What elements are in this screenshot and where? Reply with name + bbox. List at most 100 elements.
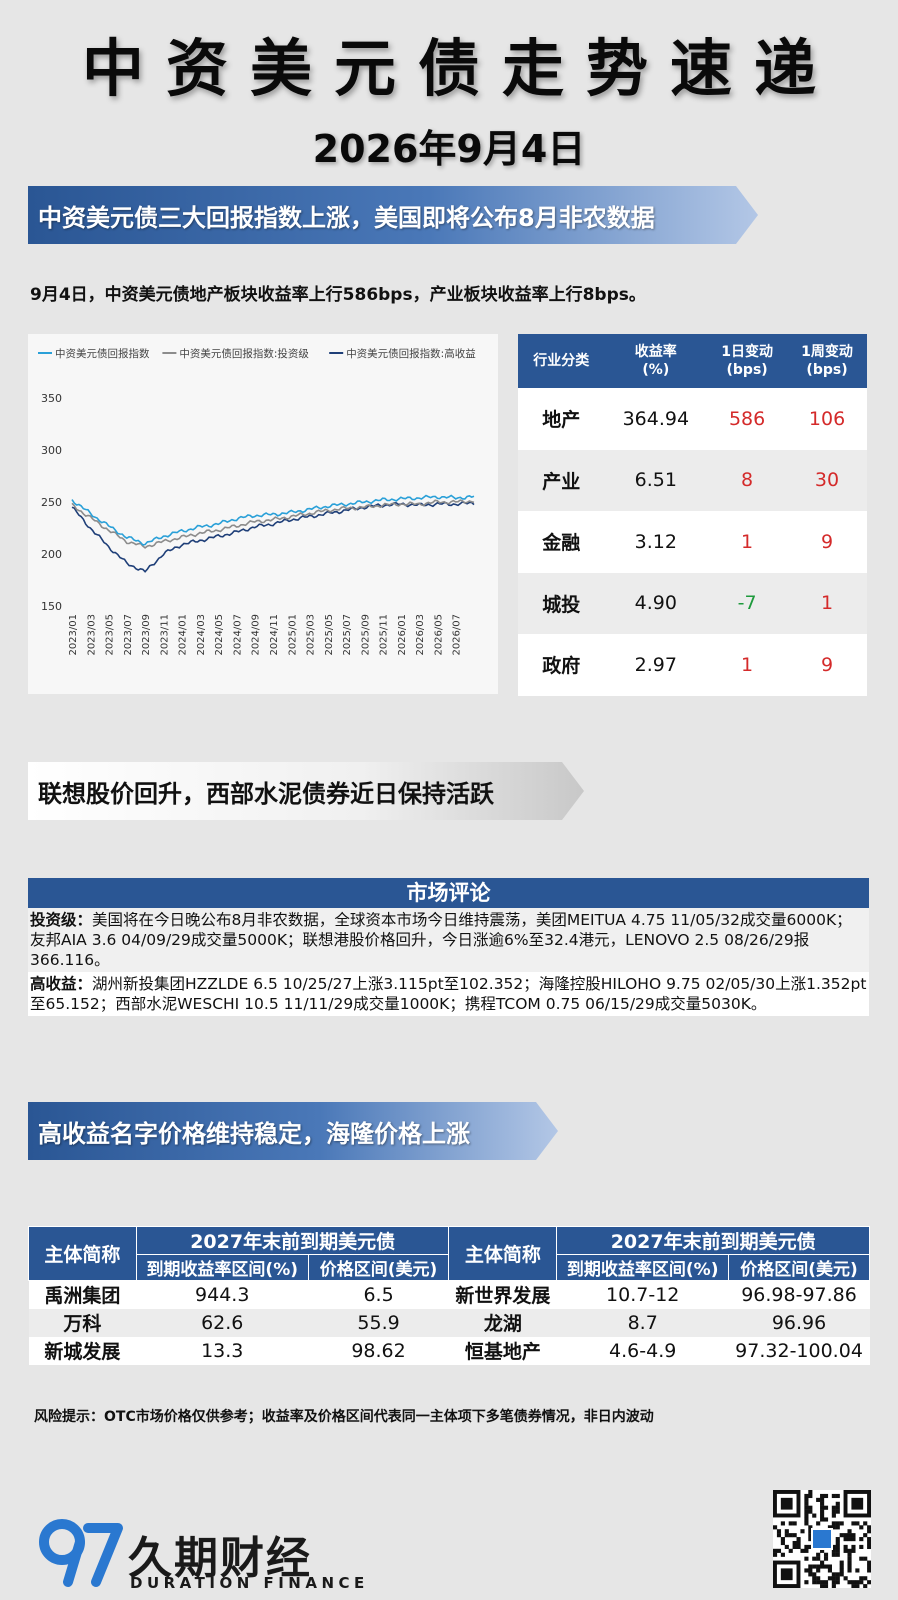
- x-tick-label: 2025/07: [342, 614, 353, 656]
- y-tick-label: 150: [41, 600, 62, 613]
- qr-module: [820, 1548, 825, 1553]
- qr-module: [816, 1521, 821, 1526]
- industry-row: 地产 364.94 586 106: [518, 388, 867, 450]
- qr-module: [859, 1525, 864, 1530]
- qr-module: [808, 1564, 813, 1569]
- industry-1w-change: 9: [787, 634, 867, 696]
- hy-row: 万科 62.6 55.9 龙湖 8.7 96.96: [28, 1308, 870, 1337]
- y-tick-label: 350: [41, 392, 62, 405]
- qr-module: [851, 1544, 856, 1549]
- qr-module: [867, 1544, 871, 1549]
- qr-module: [816, 1568, 821, 1573]
- qr-module: [831, 1584, 836, 1588]
- left-price: 6.5: [308, 1280, 449, 1309]
- qr-module: [788, 1548, 793, 1553]
- x-tick-label: 2025/03: [306, 614, 317, 656]
- qr-module: [823, 1584, 829, 1588]
- x-tick-label: 2023/07: [123, 614, 134, 656]
- qr-module: [847, 1560, 852, 1565]
- qr-module: [820, 1564, 825, 1569]
- market-commentary: 市场评论 投资级：美国将在今日晚公布8月非农数据，全球资本市场今日维持震荡，美团…: [28, 878, 869, 1016]
- qr-module: [808, 1533, 813, 1538]
- industry-category: 地产: [518, 388, 605, 450]
- qr-module: [820, 1509, 825, 1514]
- header-line: 收益率: [634, 344, 677, 360]
- hy-row: 禹洲集团 944.3 6.5 新世界发展 10.7-12 96.98-97.86: [28, 1280, 870, 1309]
- left-entity-name: 新城发展: [28, 1336, 137, 1365]
- industry-category: 城投: [518, 572, 605, 634]
- qr-module: [835, 1501, 840, 1506]
- qr-module: [835, 1493, 840, 1499]
- industry-table-header: 行业分类 收益率 (%) 1日变动 (bps) 1周变动 (bps): [518, 334, 867, 388]
- qr-module: [804, 1493, 809, 1499]
- left-group-header: 2027年末前到期美元债: [135, 1226, 450, 1255]
- qr-module: [831, 1544, 836, 1549]
- qr-module: [867, 1564, 871, 1569]
- right-ytm: 4.6-4.9: [556, 1336, 729, 1365]
- qr-module: [863, 1584, 868, 1588]
- qr-module: [855, 1580, 860, 1585]
- qr-module: [823, 1505, 829, 1510]
- qr-module: [823, 1493, 829, 1499]
- x-tick-label: 2026/03: [415, 614, 426, 656]
- y-tick-label: 200: [41, 548, 62, 561]
- qr-module: [776, 1533, 782, 1538]
- qr-module: [804, 1556, 809, 1561]
- qr-module: [808, 1568, 813, 1573]
- qr-module: [859, 1537, 864, 1542]
- qr-module: [863, 1576, 868, 1581]
- qr-module: [784, 1529, 789, 1534]
- x-tick-label: 2025/01: [287, 614, 298, 656]
- section1-banner-text: 中资美元债三大回报指数上涨，美国即将公布8月非农数据: [38, 203, 655, 232]
- qr-module: [867, 1537, 871, 1542]
- qr-module: [792, 1533, 797, 1538]
- x-tick-label: 2025/11: [379, 614, 390, 656]
- qr-module: [835, 1580, 840, 1585]
- section2-banner-text: 联想股价回升，西部水泥债券近日保持活跃: [38, 779, 494, 808]
- x-tick-label: 2025/05: [324, 614, 335, 656]
- industry-1d-change: 8: [707, 449, 788, 511]
- qr-module: [831, 1509, 836, 1514]
- qr-module: [780, 1552, 785, 1557]
- qr-module: [851, 1580, 856, 1585]
- qr-module: [773, 1525, 778, 1530]
- qr-module: [800, 1529, 805, 1534]
- qr-module: [867, 1568, 871, 1573]
- left-ytm: 62.6: [136, 1308, 309, 1337]
- qr-module: [843, 1548, 848, 1553]
- qr-module: [804, 1509, 809, 1514]
- qr-module: [800, 1548, 805, 1553]
- qr-module: [835, 1521, 840, 1526]
- qr-module: [835, 1548, 840, 1553]
- qr-module: [820, 1493, 825, 1499]
- qr-module: [812, 1513, 817, 1518]
- qr-module: [816, 1556, 821, 1561]
- qr-module: [808, 1544, 813, 1549]
- qr-module: [835, 1552, 840, 1557]
- risk-disclaimer: 风险提示：OTC市场价格仅供参考；收益率及价格区间代表同一主体项下多笔债券情况，…: [34, 1409, 654, 1425]
- x-tick-label: 2025/09: [360, 614, 371, 656]
- qr-module: [808, 1505, 813, 1510]
- qr-module: [847, 1529, 852, 1534]
- right-price: 97.32-100.04: [728, 1336, 870, 1365]
- qr-module: [831, 1493, 836, 1499]
- qr-module: [859, 1580, 864, 1585]
- x-tick-label: 2024/07: [232, 614, 243, 656]
- qr-module: [820, 1501, 825, 1506]
- left-entity-header: 主体简称: [28, 1226, 137, 1281]
- industry-category: 金融: [518, 511, 605, 573]
- high-yield-price-table: 主体简称 2027年末前到期美元债 主体简称 2027年末前到期美元债 到期收益…: [28, 1226, 870, 1365]
- industry-1w-change: 1: [787, 572, 867, 634]
- industry-1w-change: 9: [787, 511, 867, 573]
- qr-module: [855, 1521, 860, 1526]
- right-price: 96.98-97.86: [728, 1280, 870, 1309]
- qr-module: [776, 1529, 782, 1534]
- qr-module: [835, 1540, 840, 1546]
- header-line: (bps): [806, 362, 848, 378]
- section1-summary: 9月4日，中资美元债地产板块收益率上行586bps，产业板块收益率上行8bps。: [30, 285, 646, 305]
- right-ytm: 8.7: [556, 1308, 729, 1337]
- qr-module: [792, 1540, 797, 1546]
- qr-module: [831, 1552, 836, 1557]
- right-entity-name: 龙湖: [448, 1308, 557, 1337]
- qr-module: [867, 1540, 871, 1546]
